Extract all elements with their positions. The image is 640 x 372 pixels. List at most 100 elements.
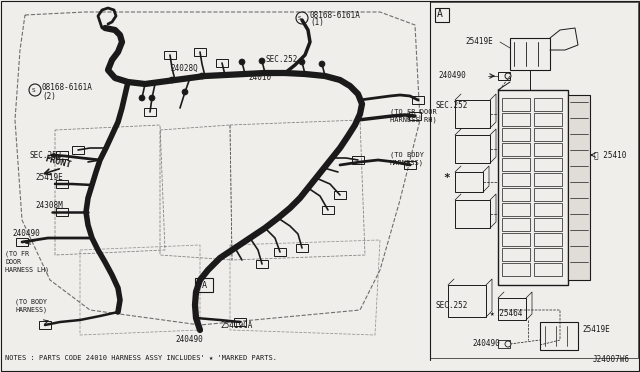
Bar [498, 90, 568, 285]
Bar [296, 244, 308, 252]
Bar [455, 200, 490, 228]
Bar [540, 322, 578, 350]
Bar [498, 72, 510, 80]
Bar [56, 151, 68, 159]
Text: SEC.252: SEC.252 [265, 55, 298, 64]
Text: HARNESS LH): HARNESS LH) [5, 267, 49, 273]
Bar [430, 2, 638, 358]
Text: 240490: 240490 [438, 71, 466, 80]
Bar [534, 113, 562, 126]
Bar [352, 156, 364, 164]
Text: NOTES : PARTS CODE 24010 HARNESS ASSY INCLUDES' ★ 'MARKED PARTS.: NOTES : PARTS CODE 24010 HARNESS ASSY IN… [5, 355, 277, 361]
Bar [274, 248, 286, 256]
Text: 24308M: 24308M [35, 202, 63, 211]
Bar [510, 38, 550, 70]
Text: 240490: 240490 [12, 230, 40, 238]
Bar [534, 188, 562, 201]
Text: 08168-6161A: 08168-6161A [42, 83, 93, 93]
Bar [455, 100, 490, 128]
Bar [164, 51, 176, 59]
Text: ★ 25464: ★ 25464 [490, 310, 522, 318]
Text: HARNESS RH): HARNESS RH) [390, 117, 436, 123]
Text: DOOR: DOOR [5, 259, 21, 265]
Bar [195, 278, 213, 292]
Circle shape [259, 58, 265, 64]
Text: 24028Q: 24028Q [170, 64, 198, 73]
Circle shape [169, 77, 175, 83]
Bar [502, 98, 530, 111]
Bar [56, 208, 68, 216]
Bar [144, 108, 156, 116]
Bar [404, 161, 416, 169]
Text: A: A [202, 280, 207, 289]
Text: A: A [437, 9, 443, 19]
Text: SEC.252: SEC.252 [435, 100, 467, 109]
Circle shape [29, 84, 41, 96]
Text: HARNESS): HARNESS) [390, 160, 424, 166]
Text: 08168-6161A: 08168-6161A [310, 10, 361, 19]
Bar [534, 128, 562, 141]
Text: (TO BODY: (TO BODY [15, 299, 47, 305]
Text: 25419E: 25419E [35, 173, 63, 183]
Circle shape [199, 73, 205, 79]
Text: 25419CA: 25419CA [220, 321, 252, 330]
Circle shape [505, 341, 511, 347]
Text: (2): (2) [42, 92, 56, 100]
Circle shape [182, 89, 188, 95]
Circle shape [299, 59, 305, 65]
Text: FRONT: FRONT [44, 154, 72, 170]
Bar [534, 218, 562, 231]
Text: *: * [444, 173, 450, 183]
Bar [322, 206, 334, 214]
Bar [502, 203, 530, 216]
Bar [534, 263, 562, 276]
Bar [334, 191, 346, 199]
Bar [502, 218, 530, 231]
Text: 240490: 240490 [472, 340, 500, 349]
Bar [435, 8, 449, 22]
Text: 25419E: 25419E [465, 38, 493, 46]
Bar [502, 248, 530, 261]
Text: (TO BODY: (TO BODY [390, 152, 424, 158]
Text: (TO FR DOOR: (TO FR DOOR [390, 109, 436, 115]
Text: SEC.252: SEC.252 [30, 151, 62, 160]
Bar [534, 143, 562, 156]
Circle shape [239, 59, 245, 65]
Text: (1): (1) [310, 19, 324, 28]
Bar [502, 173, 530, 186]
Text: S: S [32, 87, 36, 93]
Text: 240490: 240490 [175, 336, 203, 344]
Circle shape [319, 61, 325, 67]
Bar [216, 59, 228, 67]
Circle shape [505, 73, 511, 79]
Bar [194, 48, 206, 56]
Circle shape [296, 12, 308, 24]
Text: J24007W6: J24007W6 [593, 356, 630, 365]
Bar [498, 298, 526, 320]
Text: (TO FR: (TO FR [5, 251, 29, 257]
Text: S: S [298, 16, 302, 20]
Bar [568, 95, 590, 280]
Bar [39, 321, 51, 329]
Bar [412, 96, 424, 104]
Bar [234, 318, 246, 326]
Bar [409, 112, 421, 120]
Bar [455, 135, 490, 163]
Bar [498, 340, 510, 348]
Bar [534, 173, 562, 186]
Bar [502, 128, 530, 141]
Text: ※ 25410: ※ 25410 [594, 151, 627, 160]
Bar [534, 203, 562, 216]
Bar [534, 98, 562, 111]
Text: HARNESS): HARNESS) [15, 307, 47, 313]
Bar [502, 158, 530, 171]
Bar [502, 263, 530, 276]
Bar [455, 172, 483, 192]
Circle shape [139, 95, 145, 101]
Bar [534, 248, 562, 261]
Bar [502, 113, 530, 126]
Bar [502, 233, 530, 246]
Text: SEC.252: SEC.252 [435, 301, 467, 310]
Text: 24010: 24010 [248, 74, 271, 83]
Text: 25419E: 25419E [582, 326, 610, 334]
